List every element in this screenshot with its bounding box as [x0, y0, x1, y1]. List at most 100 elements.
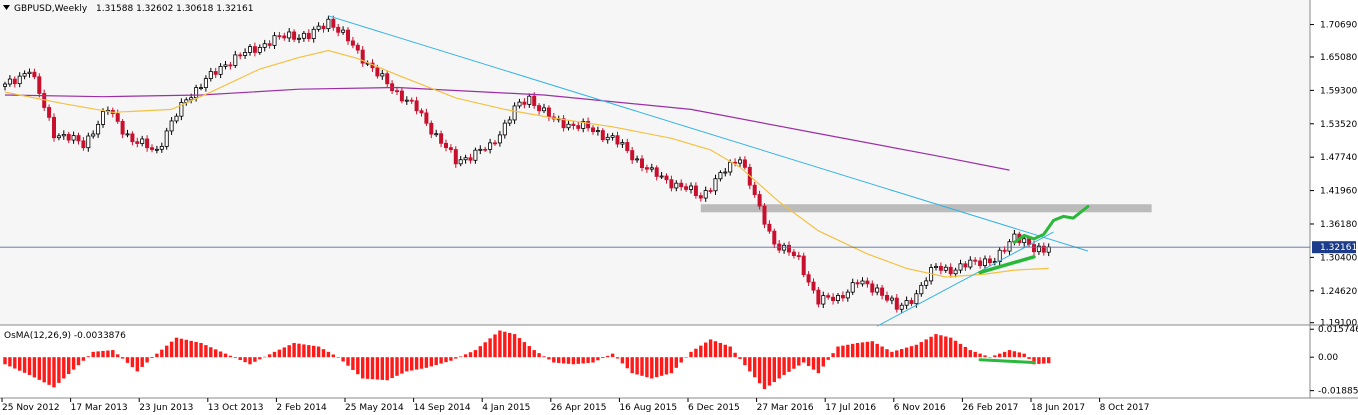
candle: [591, 125, 596, 135]
support-trendline: [876, 231, 1054, 327]
osma-bar: [831, 353, 835, 358]
candle: [728, 159, 733, 176]
osma-bar: [591, 357, 595, 363]
trendlines: [328, 15, 1089, 327]
candle: [394, 86, 399, 95]
triangle-down-icon[interactable]: [3, 5, 10, 10]
osma-bar: [380, 357, 384, 380]
osma-tick-label: 0.00: [1318, 353, 1338, 363]
candle: [527, 93, 532, 108]
candle: [341, 26, 346, 35]
osma-bar: [488, 338, 492, 358]
osma-bar: [209, 347, 213, 358]
x-tick-label: 17 Mar 2013: [71, 403, 128, 413]
osma-bar: [1017, 352, 1021, 358]
osma-bar: [953, 340, 958, 358]
candle: [860, 277, 865, 287]
osma-bar: [601, 357, 605, 359]
osma-bar: [410, 357, 414, 371]
candle: [630, 146, 635, 164]
osma-bar: [983, 355, 987, 358]
osma-bar: [444, 357, 448, 363]
candle: [316, 22, 321, 32]
candle: [1032, 240, 1037, 256]
osma-label: OsMA(12,26,9) -0.0033876: [4, 331, 126, 341]
annotations: [978, 205, 1090, 275]
candle: [101, 108, 106, 128]
candle: [267, 40, 272, 49]
osma-bar: [498, 330, 502, 358]
candle: [56, 133, 61, 141]
green-price-underline: [978, 255, 1036, 275]
osma-bar: [753, 357, 757, 378]
osma-bar: [238, 357, 242, 361]
candle: [742, 156, 747, 170]
osma-bar: [483, 342, 487, 358]
osma-bar: [806, 357, 811, 367]
candle: [257, 44, 262, 55]
candle: [120, 119, 125, 139]
candle: [605, 133, 610, 144]
last-price-label: 1.32161: [1320, 243, 1357, 253]
candle: [238, 52, 243, 60]
osma-bar: [37, 357, 41, 380]
osma-bar: [855, 342, 860, 358]
candle: [208, 67, 213, 82]
osma-bar: [253, 357, 257, 362]
candle: [419, 108, 424, 117]
osma-bar: [1022, 353, 1026, 358]
osma-bar: [233, 357, 237, 358]
osma-bar: [42, 357, 46, 383]
x-tick-label: 13 Oct 2013: [208, 403, 264, 413]
osma-bar: [439, 357, 443, 364]
candle: [595, 126, 600, 136]
candle: [865, 277, 870, 288]
osma-bar: [272, 351, 277, 358]
candle: [698, 192, 703, 202]
osma-bar: [106, 350, 110, 358]
candle: [429, 120, 434, 139]
x-tick-label: 6 Nov 2016: [894, 403, 946, 413]
candle: [953, 267, 958, 278]
osma-bar: [669, 357, 674, 374]
osma-bar: [958, 343, 963, 358]
osma-bar: [32, 357, 37, 378]
osma-bar: [160, 349, 164, 358]
osma-bar: [708, 339, 713, 358]
x-tick-label: 2 Feb 2014: [276, 403, 327, 413]
candle: [91, 130, 96, 139]
candle: [855, 279, 860, 288]
osma-bar: [150, 357, 154, 359]
osma-bar: [561, 357, 566, 364]
osma-bar: [1032, 357, 1036, 365]
candle: [938, 262, 943, 275]
osma-bar: [630, 357, 634, 374]
candle: [213, 67, 218, 79]
candle: [287, 28, 292, 42]
candle: [948, 263, 953, 278]
candle: [826, 292, 831, 300]
osma-bar: [777, 357, 781, 379]
candle: [796, 251, 801, 261]
osma-bar: [385, 357, 389, 381]
candle: [380, 69, 385, 80]
osma-bar: [473, 350, 478, 358]
candle: [86, 132, 91, 152]
osma-bar: [258, 357, 262, 360]
x-tick-label: 6 Dec 2015: [688, 403, 740, 413]
candle: [816, 286, 821, 308]
osma-bar: [679, 357, 683, 363]
candle: [52, 113, 57, 142]
osma-bar: [870, 341, 874, 358]
x-tick-label: 16 Aug 2015: [619, 403, 677, 413]
osma-bar: [248, 357, 252, 365]
candle: [517, 98, 522, 109]
osma-bar: [836, 346, 840, 358]
candle: [600, 128, 605, 143]
osma-bar: [47, 357, 51, 385]
candle: [272, 32, 277, 49]
candle: [845, 289, 850, 302]
y-tick-label: 1.47740: [1320, 153, 1357, 163]
candle: [453, 146, 458, 168]
candle: [292, 29, 297, 43]
